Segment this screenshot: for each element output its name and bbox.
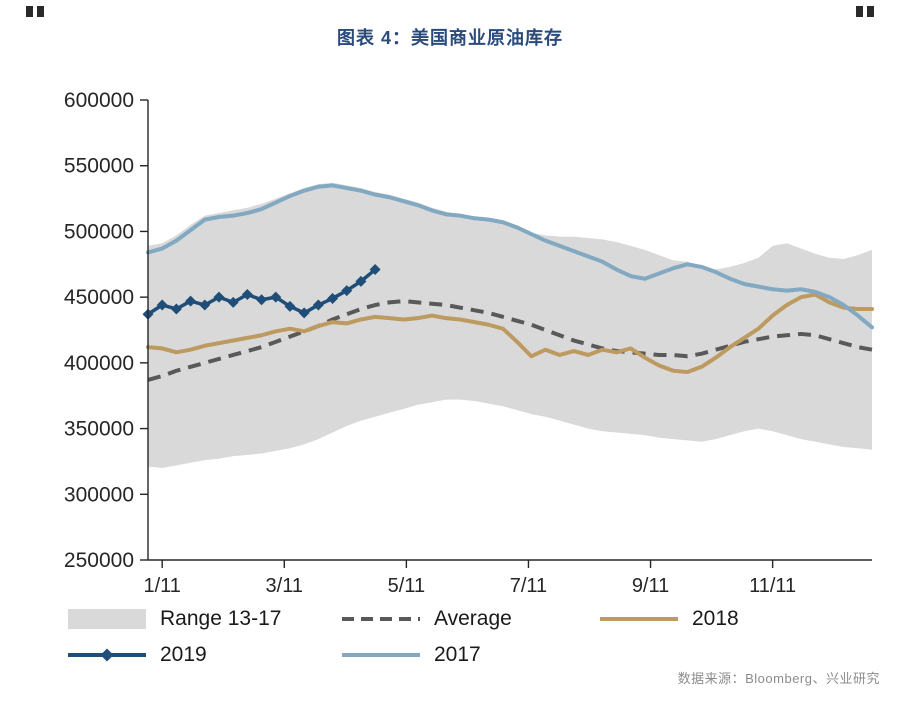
svg-text:600000: 600000 (64, 89, 134, 112)
series-2017 (146, 183, 874, 330)
svg-text:500000: 500000 (64, 220, 134, 243)
chart-canvas: 250000 300000 350000 400000 450000 500000 5500… (64, 89, 874, 597)
average-dashed-line-swatch-icon (342, 608, 420, 630)
svg-text:450000: 450000 (64, 286, 134, 309)
svg-text:11/11: 11/11 (749, 575, 796, 597)
legend-label-2019: 2019 (160, 643, 207, 666)
legend-label-average: Average (434, 607, 512, 630)
series-range-13-17 (148, 182, 872, 469)
line-2019-diamond-swatch-icon (68, 644, 146, 666)
legend-item-2017: 2017 (342, 640, 600, 670)
svg-text:300000: 300000 (64, 483, 134, 506)
svg-text:3/11: 3/11 (266, 575, 303, 597)
line-2018-swatch-icon (600, 608, 678, 630)
svg-text:550000: 550000 (64, 155, 134, 178)
svg-text:7/11: 7/11 (510, 575, 547, 597)
axes (147, 100, 872, 561)
legend-label-range: Range 13-17 (160, 607, 282, 630)
svg-text:9/11: 9/11 (632, 575, 669, 597)
svg-text:350000: 350000 (64, 418, 134, 441)
series-2018 (146, 292, 874, 375)
line-2017-swatch-icon (342, 644, 420, 666)
range-band-swatch-icon (68, 608, 146, 630)
svg-text:250000: 250000 (64, 549, 134, 572)
x-axis-labels: 1/11 3/11 5/11 7/11 9/11 11/11 (143, 560, 796, 597)
legend-item-2019: 2019 (68, 640, 342, 670)
chart-title: 图表 4：美国商业原油库存 (336, 28, 563, 48)
svg-text:1/11: 1/11 (143, 575, 180, 597)
chart-legend: Range 13-17 Average 2018 2019 2017 (68, 604, 840, 670)
series-2019 (142, 264, 381, 320)
legend-item-average: Average (342, 604, 600, 634)
top-right-mark (856, 6, 874, 17)
legend-item-2018: 2018 (600, 604, 840, 634)
svg-text:5/11: 5/11 (388, 575, 425, 597)
data-source-note: 数据来源：Bloomberg、兴业研究 (677, 671, 880, 686)
legend-item-range: Range 13-17 (68, 604, 342, 634)
y-axis-labels: 250000 300000 350000 400000 450000 500000 5500… (64, 89, 148, 572)
legend-label-2017: 2017 (434, 643, 481, 666)
legend-label-2018: 2018 (692, 607, 739, 630)
svg-text:400000: 400000 (64, 352, 134, 375)
top-left-mark (26, 6, 44, 17)
